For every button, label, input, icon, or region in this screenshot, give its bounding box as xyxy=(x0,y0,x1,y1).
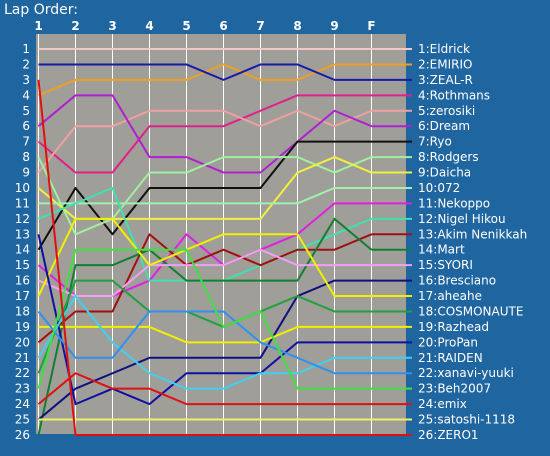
position-tick-label: 12 xyxy=(15,212,30,226)
plot-area xyxy=(36,34,406,434)
lap-tick-label: 2 xyxy=(71,19,79,33)
position-tick-label: 16 xyxy=(15,274,30,288)
lap-tick-label: 5 xyxy=(182,19,190,33)
legend-label-satoshi-1118: 25:satoshi-1118 xyxy=(418,413,515,427)
legend-label-syori: 15:SYORI xyxy=(418,258,473,272)
legend-label-emirio: 2:EMIRIO xyxy=(418,57,472,71)
position-tick-label: 4 xyxy=(22,88,30,102)
legend-label-072: 10:072 xyxy=(418,181,460,195)
legend-label-zeal-r: 3:ZEAL-R xyxy=(418,73,473,87)
position-tick-label: 13 xyxy=(15,227,30,241)
position-tick-label: 15 xyxy=(15,258,30,272)
series-line-beh2007 xyxy=(37,248,372,390)
lap-tick-label: 9 xyxy=(330,19,338,33)
legend-label-nigel-hikou: 12:Nigel Hikou xyxy=(418,212,506,226)
legend-label-razhead: 19:Razhead xyxy=(418,320,489,334)
series-line-xanavi-yuuki xyxy=(37,310,372,375)
position-tick-label: 5 xyxy=(22,104,30,118)
position-tick-label: 8 xyxy=(22,150,30,164)
series-line-aheahe xyxy=(37,217,372,298)
position-tick-label: 10 xyxy=(15,181,30,195)
series-line-mart xyxy=(37,217,373,436)
legend-label-cosmonaute: 18:COSMONAUTE xyxy=(418,304,523,318)
series-line-zero1 xyxy=(37,79,372,436)
lap-tick-label: 1 xyxy=(34,19,42,33)
legend-label-ryo: 7:Ryo xyxy=(418,135,452,149)
position-tick-label: 7 xyxy=(22,135,30,149)
legend-label-rothmans: 4:Rothmans xyxy=(418,88,490,102)
legend-label-daicha: 9:Daicha xyxy=(418,166,471,180)
position-tick-label: 18 xyxy=(15,304,30,318)
position-tick-label: 19 xyxy=(15,320,30,334)
lap-tick-label: 4 xyxy=(145,19,153,33)
legend-label-dream: 6:Dream xyxy=(418,119,470,133)
position-tick-label: 1 xyxy=(22,42,30,56)
legend-label-zero1: 26:ZERO1 xyxy=(418,428,479,442)
position-tick-label: 24 xyxy=(15,397,30,411)
legend-label-bresciano: 16:Bresciano xyxy=(418,274,496,288)
series-line-zeal-r xyxy=(38,63,372,81)
legend-label-raiden: 21:RAIDEN xyxy=(418,351,483,365)
legend-label-zerosiki: 5:zerosiki xyxy=(418,104,475,118)
position-tick-label: 14 xyxy=(15,243,30,257)
legend-label-eldrick: 1:Eldrick xyxy=(418,42,470,56)
lap-tick-label: 6 xyxy=(219,19,227,33)
chart-title: Lap Order: xyxy=(4,2,78,18)
legend-label-rodgers: 8:Rodgers xyxy=(418,150,479,164)
legend-label-aheahe: 17:aheahe xyxy=(418,289,482,303)
lap-tick-label: 7 xyxy=(256,19,264,33)
legend-label-emix: 24:emix xyxy=(418,397,467,411)
x-axis-lap-ticks: 1 2 3 4 5 6 7 8 9 F xyxy=(34,19,375,33)
legend-label-propan: 20:ProPan xyxy=(418,335,478,349)
position-tick-label: 11 xyxy=(15,196,30,210)
position-tick-label: 2 xyxy=(22,57,30,71)
position-tick-label: 26 xyxy=(15,428,30,442)
lap-tick-label: 3 xyxy=(108,19,116,33)
position-tick-label: 20 xyxy=(15,335,30,349)
series-line-rothmans xyxy=(37,94,372,174)
position-tick-label: 25 xyxy=(15,413,30,427)
position-tick-label: 6 xyxy=(22,119,30,133)
y-axis-position-ticks: 1234567891011121314151617181920212223242… xyxy=(15,42,30,442)
position-tick-label: 9 xyxy=(22,166,30,180)
series-line-zerosiki xyxy=(37,109,372,174)
legend-label-beh2007: 23:Beh2007 xyxy=(418,382,491,396)
legend-label-xanavi-yuuki: 22:xanavi-yuuki xyxy=(418,366,514,380)
series-line-razhead xyxy=(38,325,372,344)
position-tick-label: 3 xyxy=(22,73,30,87)
series-lines xyxy=(37,48,412,436)
position-tick-label: 22 xyxy=(15,366,30,380)
series-line-cosmonaute xyxy=(37,279,372,374)
lap-tick-label: 8 xyxy=(293,19,301,33)
series-line-ryo xyxy=(37,140,372,251)
legend-label-mart: 14:Mart xyxy=(418,243,465,257)
series-line-emix xyxy=(37,372,372,406)
series-line-072 xyxy=(38,186,372,205)
series-line-propan xyxy=(37,234,372,406)
legend-label-akim-nenikkah: 13:Akim Nenikkah xyxy=(418,227,527,241)
lap-tick-label: F xyxy=(367,19,375,33)
position-tick-label: 23 xyxy=(15,382,30,396)
legend-label-nekoppo: 11:Nekoppo xyxy=(418,196,490,210)
position-tick-label: 17 xyxy=(15,289,30,303)
position-tick-label: 21 xyxy=(15,351,30,365)
